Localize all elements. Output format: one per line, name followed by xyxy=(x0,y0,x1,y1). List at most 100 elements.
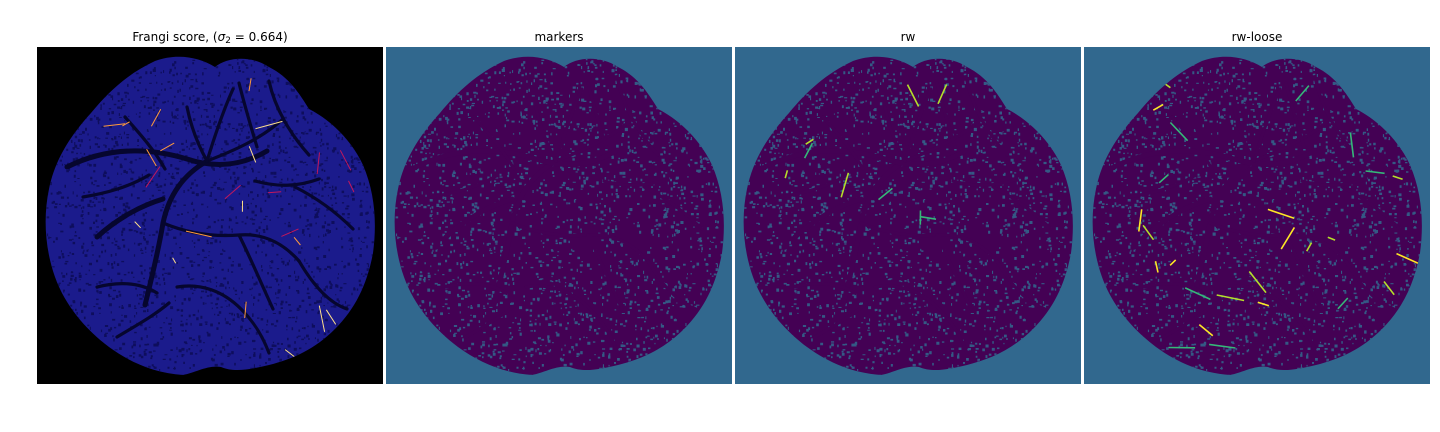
vessel xyxy=(1111,148,1317,170)
vessel xyxy=(1222,284,1318,355)
vessel xyxy=(873,284,969,355)
retina-texture xyxy=(394,56,724,375)
rw-loose-image xyxy=(1084,47,1430,384)
vessel xyxy=(237,81,259,149)
highlight-segment xyxy=(805,138,814,145)
vessel xyxy=(991,185,1053,231)
highlight-segment xyxy=(281,228,299,237)
vessel xyxy=(903,117,983,163)
vessel xyxy=(1344,259,1396,311)
vessel xyxy=(586,233,624,311)
highlight-segment xyxy=(937,84,948,105)
highlight-segment xyxy=(1327,236,1336,241)
frangi-score-image xyxy=(37,47,383,384)
highlight-segment xyxy=(339,150,352,171)
vessel xyxy=(94,196,166,240)
highlight-segment xyxy=(1142,224,1155,241)
vessel xyxy=(443,196,515,240)
vessel xyxy=(903,87,933,163)
vessel xyxy=(175,284,271,355)
highlight-segment xyxy=(1306,242,1313,252)
highlight-segment xyxy=(1169,121,1189,142)
panel-title-frangi-score: Frangi score, (σ2 = 0.664) xyxy=(37,28,383,46)
highlight-segment xyxy=(134,221,141,229)
vessel xyxy=(534,105,558,163)
retina-texture xyxy=(45,56,375,375)
vessel xyxy=(1141,196,1213,240)
highlight-segment xyxy=(145,166,161,188)
highlight-segment xyxy=(146,149,157,167)
vessel xyxy=(602,177,670,187)
panel-markers: markers xyxy=(386,28,732,384)
retina-texture xyxy=(1092,56,1422,375)
highlight-segment xyxy=(122,121,130,127)
vessel xyxy=(205,117,285,163)
title-sigma-symbol: σ xyxy=(217,30,226,44)
markers-image xyxy=(386,47,732,384)
highlight-segment xyxy=(1337,297,1349,310)
vessel xyxy=(965,79,1009,157)
vessel xyxy=(297,259,349,311)
highlight-segment xyxy=(803,142,814,159)
vessel xyxy=(444,282,508,295)
vessel xyxy=(792,196,864,240)
highlight-segment xyxy=(1198,323,1214,337)
title-suffix: = 0.664) xyxy=(230,30,288,44)
vessel xyxy=(1300,177,1368,187)
vessel xyxy=(472,115,516,171)
vessel xyxy=(646,259,698,311)
panel-title-markers: markers xyxy=(534,30,584,44)
highlight-segment xyxy=(919,215,937,220)
highlight-segment xyxy=(150,108,162,127)
highlight-segment xyxy=(316,152,320,175)
highlight-segment xyxy=(103,123,126,127)
vessel xyxy=(413,148,619,170)
highlight-segment xyxy=(1267,208,1295,219)
highlight-segment xyxy=(1154,261,1159,273)
vessel xyxy=(762,148,968,170)
vessel xyxy=(642,185,704,231)
vessel xyxy=(813,301,869,339)
rw-image xyxy=(735,47,1081,384)
vessel xyxy=(1314,79,1358,157)
panel-rw-loose: rw-loose xyxy=(1084,28,1430,384)
panel-rw: rw xyxy=(735,28,1081,384)
vessel xyxy=(464,301,520,339)
highlight-segment xyxy=(348,180,355,193)
highlight-segment xyxy=(1365,170,1385,175)
highlight-segment xyxy=(1152,103,1164,111)
vessel xyxy=(616,79,660,157)
vessel xyxy=(1340,185,1402,231)
vessel xyxy=(81,173,151,199)
vessel xyxy=(1232,105,1256,163)
highlight-segment xyxy=(1396,252,1422,266)
vessel xyxy=(293,185,355,231)
vessel xyxy=(267,79,311,157)
vessel xyxy=(554,87,584,163)
highlight-segment xyxy=(1383,281,1395,296)
vessel xyxy=(237,233,275,311)
vessel xyxy=(586,81,608,149)
highlight-segment xyxy=(318,305,326,332)
retina-texture xyxy=(743,56,1073,375)
vessel xyxy=(185,105,209,163)
vessel xyxy=(951,177,1019,187)
highlight-segment xyxy=(248,146,257,163)
highlight-segment xyxy=(1138,209,1143,232)
vessel xyxy=(935,233,973,311)
vessel xyxy=(821,115,865,171)
highlight-segment xyxy=(784,170,789,179)
highlight-segment xyxy=(877,187,893,201)
highlight-segment xyxy=(1184,287,1211,301)
highlight-segment xyxy=(185,230,212,238)
vessel xyxy=(935,81,957,149)
vessel xyxy=(1252,87,1282,163)
vessel xyxy=(95,282,159,295)
highlight-segment xyxy=(1158,174,1169,184)
vessel xyxy=(1128,173,1198,199)
vessel xyxy=(1170,115,1214,171)
highlight-segment xyxy=(1257,301,1270,307)
highlight-segment xyxy=(1216,294,1245,302)
highlight-segment xyxy=(1392,175,1403,181)
highlight-segment xyxy=(1169,259,1177,266)
